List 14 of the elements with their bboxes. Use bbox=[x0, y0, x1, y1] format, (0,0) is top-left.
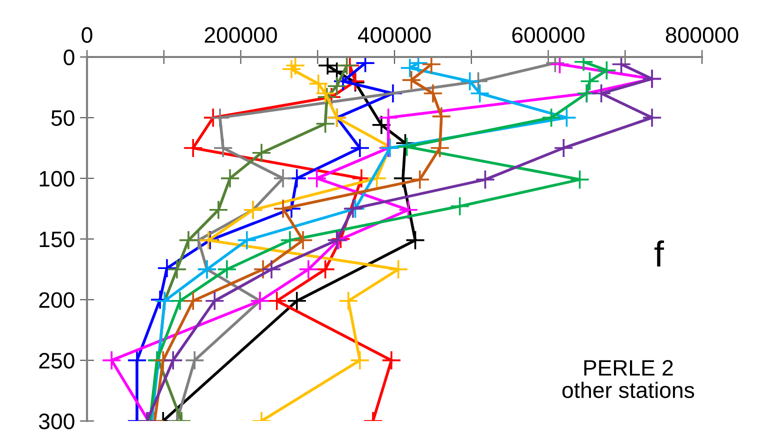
x-tick-label: 0 bbox=[82, 27, 92, 43]
x-tick-label: 400000 bbox=[358, 27, 431, 43]
y-tick-label: 100 bbox=[40, 170, 74, 187]
y-tick-label: 50 bbox=[51, 110, 74, 126]
y-tick-label: 0 bbox=[64, 50, 74, 66]
x-tick-label: 800000 bbox=[666, 27, 738, 43]
annotation: f bbox=[654, 240, 664, 267]
x-tick-label: 600000 bbox=[512, 27, 584, 43]
y-tick-label: 200 bbox=[39, 292, 74, 308]
annotation: PERLE 2 other stations bbox=[562, 360, 694, 398]
x-tick-label: 200000 bbox=[204, 27, 277, 43]
y-tick-label: 250 bbox=[39, 352, 74, 369]
y-tick-label: 300 bbox=[38, 414, 74, 430]
y-tick-label: 150 bbox=[40, 232, 74, 248]
